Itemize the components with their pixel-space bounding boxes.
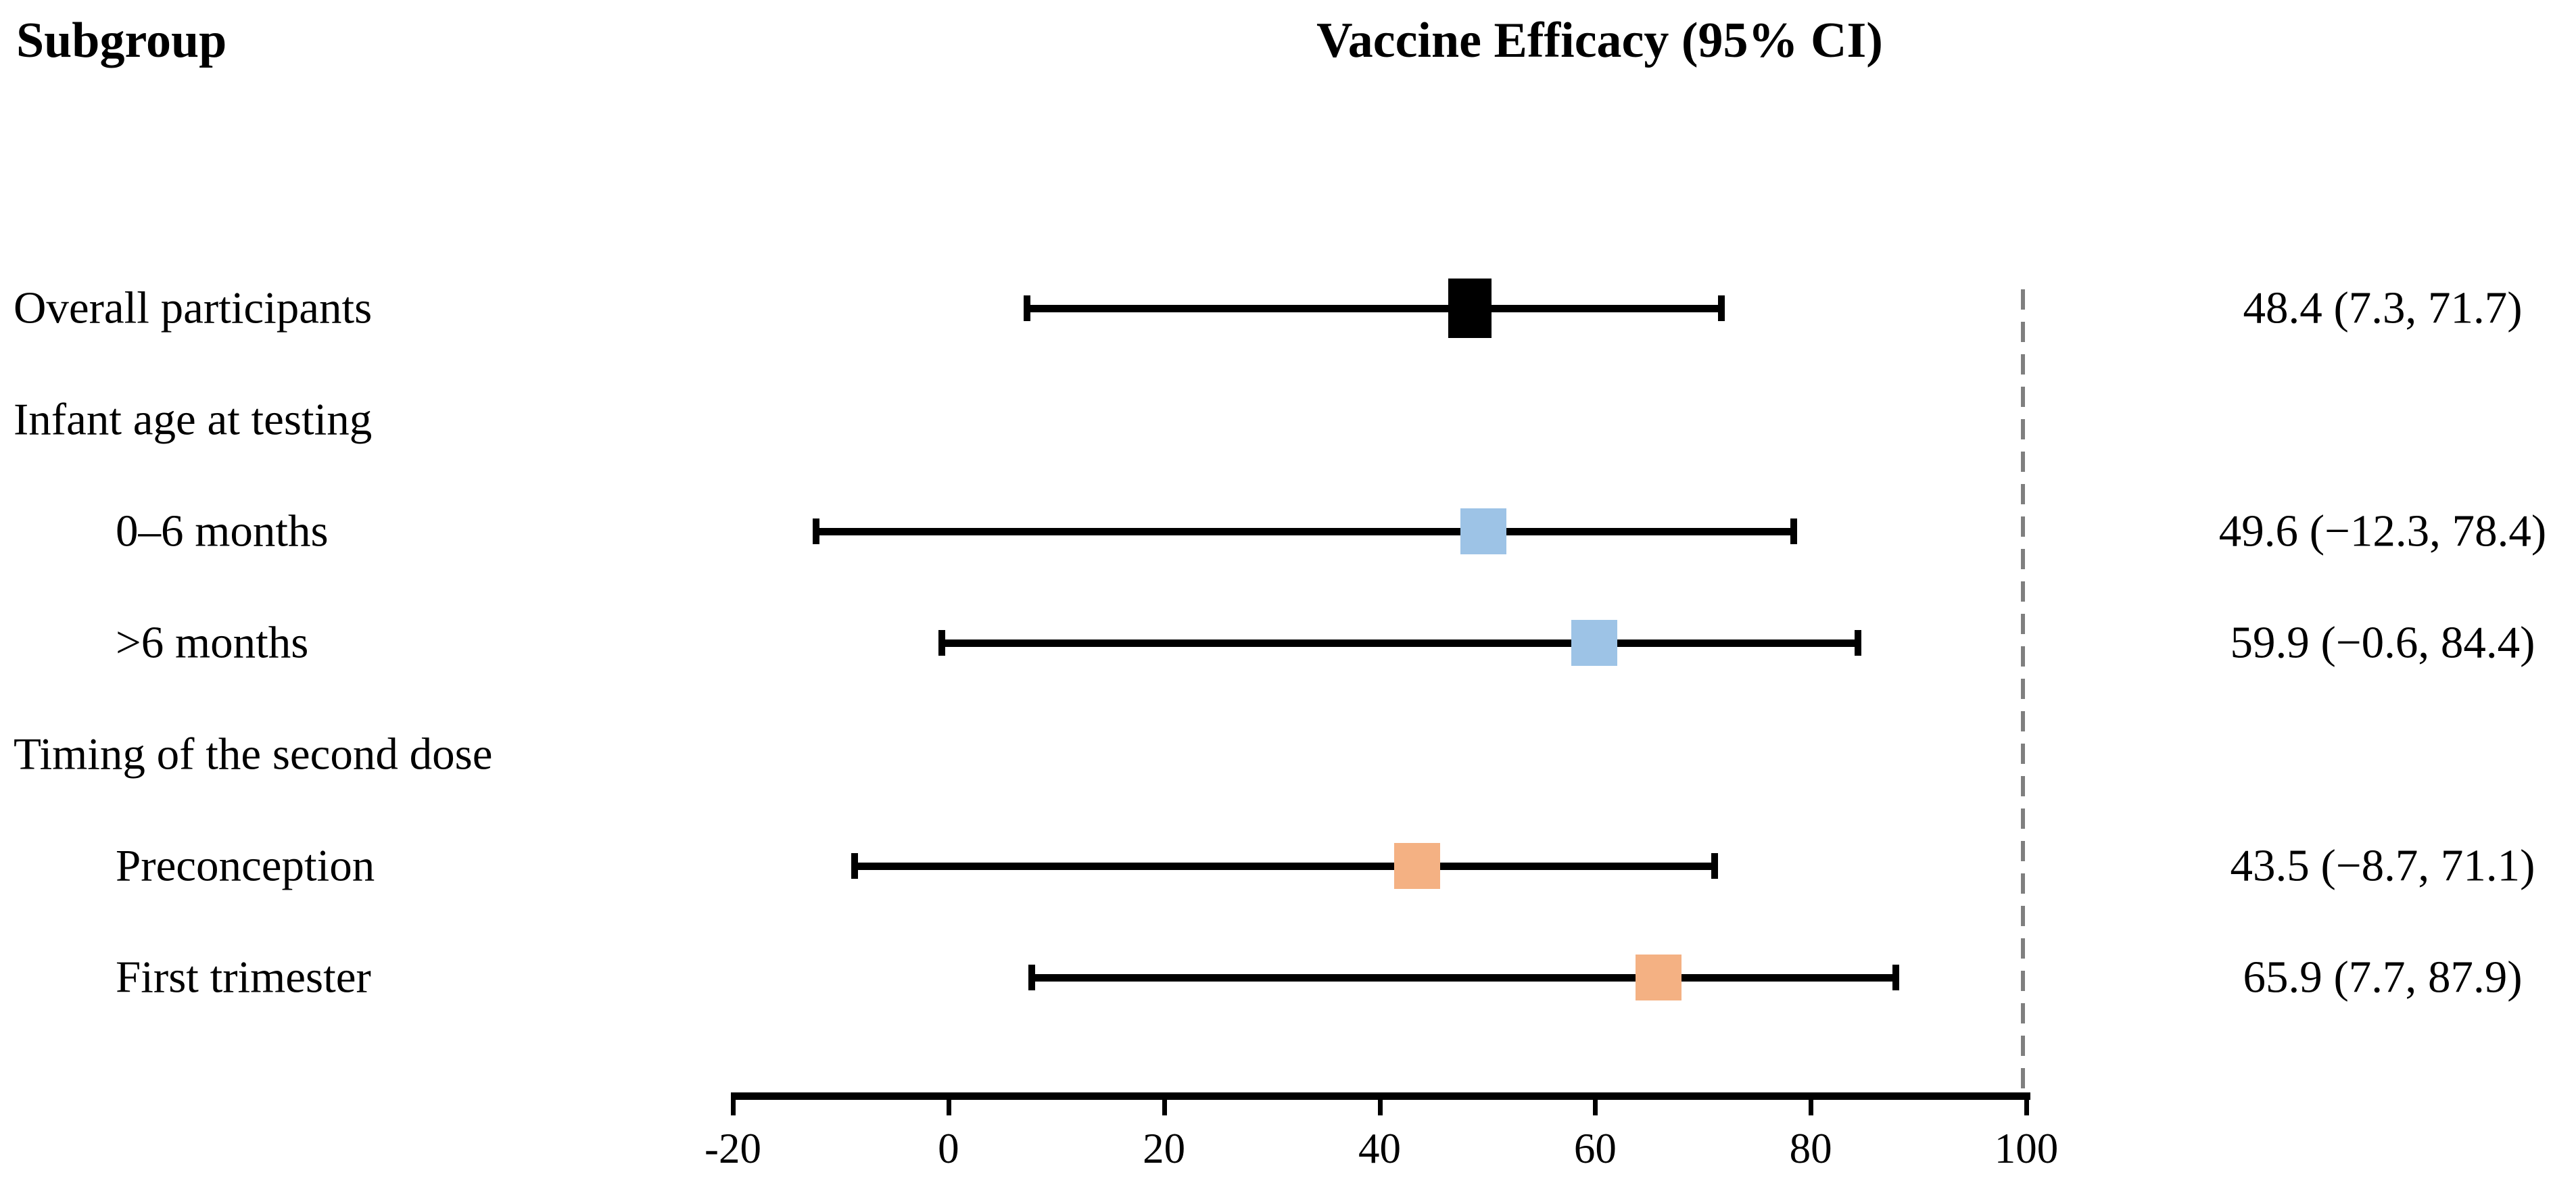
group-header-label: Timing of the second dose <box>14 729 493 779</box>
point-estimate-marker <box>1460 508 1506 554</box>
ci-cap-left <box>851 853 859 879</box>
point-estimate-marker <box>1571 620 1617 666</box>
ci-cap-left <box>1024 295 1031 321</box>
axis-tick-mark <box>1809 1098 1814 1115</box>
axis-tick-mark <box>1162 1098 1167 1115</box>
axis-tick-mark <box>1593 1098 1598 1115</box>
axis-tick-mark <box>2024 1098 2029 1115</box>
axis-tick-label: 0 <box>938 1125 959 1172</box>
ci-cap-right <box>1711 853 1719 879</box>
efficacy-column-header: Vaccine Efficacy (95% CI) <box>1316 13 1883 68</box>
efficacy-value-text: 65.9 (7.7, 87.9) <box>2243 952 2523 1003</box>
axis-tick-label: 40 <box>1358 1125 1401 1172</box>
point-estimate-marker <box>1636 955 1682 1000</box>
axis-tick-mark <box>1377 1098 1383 1115</box>
point-estimate-marker <box>1394 843 1441 889</box>
row-label: 0–6 months <box>116 506 329 556</box>
reference-line-100 <box>2021 289 2025 1094</box>
efficacy-value-text: 49.6 (−12.3, 78.4) <box>2218 506 2547 556</box>
row-label: Overall participants <box>14 283 373 333</box>
subgroup-column-header: Subgroup <box>16 13 227 68</box>
efficacy-value-text: 43.5 (−8.7, 71.1) <box>2230 840 2535 891</box>
axis-tick-label: 60 <box>1573 1125 1617 1172</box>
confidence-interval-line <box>1031 974 1897 982</box>
confidence-interval-line <box>942 639 1859 647</box>
group-header-label: Infant age at testing <box>14 394 373 445</box>
ci-cap-left <box>812 518 819 544</box>
ci-cap-right <box>1855 630 1862 656</box>
confidence-interval-line <box>1027 305 1721 312</box>
row-label: First trimester <box>116 952 371 1003</box>
row-label: Preconception <box>116 840 375 891</box>
ci-cap-left <box>1028 965 1035 990</box>
ci-cap-right <box>1717 295 1725 321</box>
axis-tick-label: 100 <box>1994 1125 2059 1172</box>
efficacy-value-text: 59.9 (−0.6, 84.4) <box>2230 617 2535 668</box>
point-estimate-marker <box>1448 279 1492 338</box>
axis-tick-label: -20 <box>705 1125 761 1172</box>
efficacy-value-text: 48.4 (7.3, 71.7) <box>2243 283 2523 333</box>
confidence-interval-line <box>855 863 1715 870</box>
axis-tick-label: 80 <box>1789 1125 1832 1172</box>
ci-cap-right <box>1892 965 1900 990</box>
axis-tick-label: 20 <box>1143 1125 1186 1172</box>
row-label: >6 months <box>116 617 309 668</box>
x-axis-line <box>731 1092 2030 1100</box>
axis-tick-mark <box>731 1098 736 1115</box>
confidence-interval-line <box>815 528 1794 535</box>
axis-tick-mark <box>946 1098 951 1115</box>
ci-cap-right <box>1790 518 1797 544</box>
ci-cap-left <box>938 630 946 656</box>
